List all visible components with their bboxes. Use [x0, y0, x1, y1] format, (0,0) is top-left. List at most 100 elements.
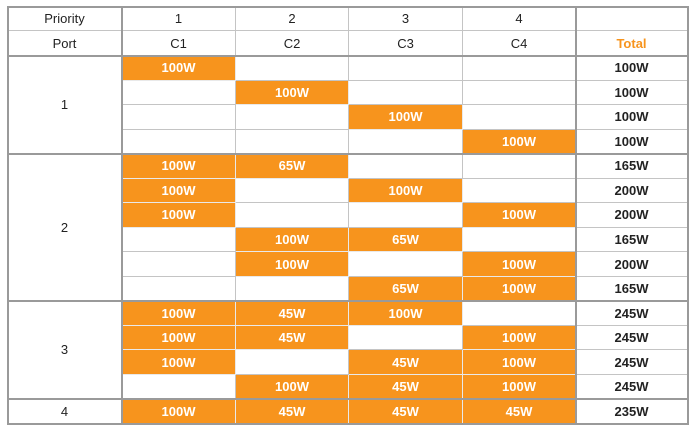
total: 100W [576, 105, 688, 130]
priority-label: Priority [8, 7, 122, 31]
power-cell: 65W [349, 276, 463, 302]
priority: 1 [122, 7, 236, 31]
power-cell: 100W [463, 129, 576, 155]
rule [7, 153, 689, 156]
power-cell: 100W [122, 325, 236, 351]
power-cell: 100W [463, 350, 576, 375]
empty-cell [463, 105, 576, 130]
power-cell: 100W [122, 178, 236, 204]
priority: 2 [236, 7, 349, 31]
port: C3 [349, 31, 463, 56]
power-cell: 100W [122, 203, 236, 228]
empty-cell [349, 56, 463, 81]
empty-cell [122, 129, 236, 155]
rule [7, 398, 689, 401]
empty-cell [122, 80, 236, 106]
empty-cell [349, 203, 463, 228]
empty-cell [236, 178, 349, 204]
empty-cell [236, 350, 349, 375]
empty-cell [122, 227, 236, 253]
power-cell: 100W [349, 301, 463, 326]
power-cell: 100W [463, 374, 576, 400]
total: 100W [576, 129, 688, 155]
power-cell: 100W [122, 56, 236, 81]
rule [575, 6, 577, 425]
empty-cell [122, 105, 236, 130]
group-priority: 3 [8, 301, 122, 400]
power-cell: 100W [122, 301, 236, 326]
empty-cell [236, 56, 349, 81]
empty-cell [236, 203, 349, 228]
total: 200W [576, 252, 688, 277]
total: 245W [576, 325, 688, 351]
empty-cell [463, 154, 576, 179]
priority: 3 [349, 7, 463, 31]
port-label: Port [8, 31, 122, 56]
power-cell: 45W [236, 301, 349, 326]
power-cell: 45W [236, 325, 349, 351]
total: 100W [576, 80, 688, 106]
empty-cell [349, 80, 463, 106]
empty-cell [349, 252, 463, 277]
rule [7, 300, 689, 303]
power-cell: 45W [236, 399, 349, 424]
rule [121, 6, 123, 425]
total: 200W [576, 178, 688, 204]
power-cell: 100W [236, 80, 349, 106]
power-cell: 45W [349, 350, 463, 375]
empty-cell [463, 80, 576, 106]
rule [7, 6, 9, 425]
group-priority: 4 [8, 399, 122, 424]
power-cell: 45W [349, 399, 463, 424]
power-cell: 45W [349, 374, 463, 400]
power-cell: 100W [349, 105, 463, 130]
empty-cell [122, 374, 236, 400]
power-cell: 100W [122, 350, 236, 375]
total: 245W [576, 350, 688, 375]
power-cell: 100W [122, 399, 236, 424]
power-cell: 100W [463, 203, 576, 228]
empty-cell [463, 227, 576, 253]
group-priority: 2 [8, 154, 122, 302]
power-cell: 65W [349, 227, 463, 253]
empty-cell [463, 301, 576, 326]
port: C1 [122, 31, 236, 56]
power-cell: 100W [236, 227, 349, 253]
total: 235W [576, 399, 688, 424]
empty-cell [349, 154, 463, 179]
port: C4 [463, 31, 576, 56]
empty-cell [236, 276, 349, 302]
power-cell: 100W [236, 374, 349, 400]
power-cell: 45W [463, 399, 576, 424]
total: 245W [576, 374, 688, 400]
empty-cell [349, 129, 463, 155]
power-cell: 100W [463, 276, 576, 302]
empty-cell [236, 129, 349, 155]
power-cell: 100W [463, 252, 576, 277]
power-cell: 100W [236, 252, 349, 277]
total: 165W [576, 154, 688, 179]
group-priority: 1 [8, 56, 122, 155]
power-cell: 100W [349, 178, 463, 204]
priority: 4 [463, 7, 576, 31]
empty-cell [236, 105, 349, 130]
empty-cell [349, 325, 463, 351]
total: 165W [576, 276, 688, 302]
empty-cell [122, 276, 236, 302]
empty-cell [463, 178, 576, 204]
total-label: Total [576, 31, 688, 56]
rule [687, 6, 689, 425]
empty-cell [463, 56, 576, 81]
power-cell: 100W [463, 325, 576, 351]
rule [7, 6, 689, 8]
power-cell: 100W [122, 154, 236, 179]
rule [7, 423, 689, 425]
rule [7, 55, 689, 57]
empty-cell [122, 252, 236, 277]
total: 100W [576, 56, 688, 81]
total-header-blank [576, 7, 688, 31]
total: 245W [576, 301, 688, 326]
port: C2 [236, 31, 349, 56]
total: 200W [576, 203, 688, 228]
